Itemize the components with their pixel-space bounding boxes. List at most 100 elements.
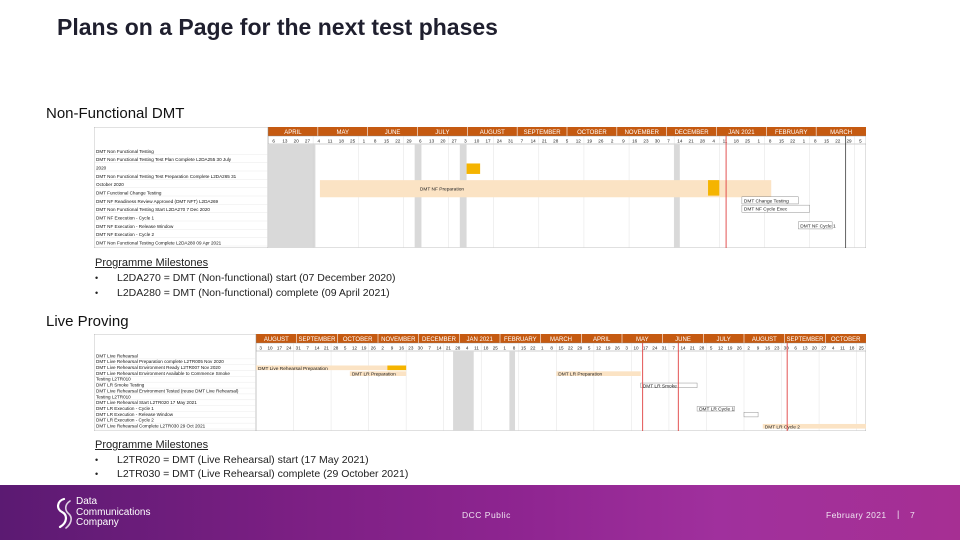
- gantt-week-label: 21: [689, 138, 695, 143]
- gantt-task-label: DMT Non Functional Testing Start L2DA270…: [96, 207, 210, 212]
- gantt-month-label: SEPTEMBER: [786, 337, 824, 343]
- gantt-task-label: DMT NF Execution - Cycle 1: [96, 216, 155, 221]
- gantt-bar-label: DMT NF Cycle 1: [800, 223, 836, 229]
- gantt-week-label: 27: [452, 138, 458, 143]
- gantt-month-label: FEBRUARY: [775, 130, 808, 136]
- gantt-week-label: 11: [723, 138, 728, 143]
- gantt-month-label: SEPTEMBER: [524, 130, 562, 136]
- gantt-week-label: 4: [317, 138, 320, 143]
- gantt-week-label: 18: [849, 345, 855, 350]
- gantt-month-label: MAY: [336, 130, 349, 136]
- gantt-week-label: 31: [662, 345, 668, 350]
- gantt-week-label: 15: [824, 138, 830, 143]
- gantt-week-label: 24: [286, 345, 292, 350]
- gantt-week-label: 26: [615, 345, 621, 350]
- gantt-task-column: [94, 127, 269, 248]
- footer-date: February 2021: [826, 510, 887, 520]
- gantt-week-label: 20: [812, 345, 818, 350]
- gantt-week-label: 22: [530, 345, 536, 350]
- gantt-bar: [319, 180, 772, 198]
- gantt-week-label: 7: [672, 345, 675, 350]
- gantt-week-label: 6: [272, 138, 275, 143]
- gantt-week-label: 7: [521, 138, 524, 143]
- gantt-week-label: 29: [847, 138, 853, 143]
- milestones-title-1: Programme Milestones: [95, 257, 209, 269]
- gantt-task-label: DMT Live Rehearsal Environment Available…: [96, 371, 230, 376]
- gantt-week-label: 2: [611, 138, 614, 143]
- gantt-week-label: 10: [268, 345, 274, 350]
- gantt-month-label: MAY: [636, 337, 649, 343]
- section-heading-live-proving: Live Proving: [46, 313, 129, 330]
- gantt-week-label: 17: [277, 345, 283, 350]
- gantt-week-label: 28: [333, 345, 339, 350]
- gantt-week-label: 22: [835, 138, 841, 143]
- gantt-week-label: 12: [352, 345, 358, 350]
- gantt-week-label: 17: [485, 138, 491, 143]
- gantt-task-label: DMT NF Execution - Release Window: [96, 224, 174, 229]
- gantt-task-label: DMT NF Execution - Cycle 2: [96, 232, 155, 237]
- footer-separator: |: [897, 509, 900, 519]
- gantt-month-label: AUGUST: [480, 130, 505, 136]
- gantt-bar: [696, 406, 735, 412]
- gantt-week-label: 8: [550, 345, 553, 350]
- gantt-task-label: DMT LR Execution - Cycle 1: [96, 406, 154, 411]
- gantt-bar: [798, 221, 833, 230]
- gantt-week-label: 26: [737, 345, 743, 350]
- gantt-bar-label: DMT LR Preparation: [352, 372, 396, 378]
- milestone-item: L2DA270 = DMT (Non-functional) start (07…: [117, 272, 396, 284]
- logo-line: Data: [76, 496, 98, 507]
- gantt-week-label: 22: [395, 138, 401, 143]
- gantt-week-label: 25: [859, 345, 865, 350]
- gantt-week-label: 24: [652, 345, 658, 350]
- gantt-week-label: 20: [294, 138, 300, 143]
- gantt-week-label: 6: [794, 345, 797, 350]
- bullet: •: [95, 273, 99, 283]
- gantt-week-label: 5: [710, 345, 713, 350]
- gantt-week-label: 12: [718, 345, 724, 350]
- gantt-task-label: DMT Non Functional Testing Test Preparat…: [96, 174, 237, 179]
- gantt-svg-non-functional: APRIL MAY JUNE JULY AUGUST SEPTEMBER OCTOBER NO…: [94, 127, 866, 248]
- gantt-week-label: 25: [745, 138, 751, 143]
- gantt-week-label: 5: [588, 345, 591, 350]
- gantt-week-label: 4: [466, 345, 469, 350]
- gantt-bar-label: DMT NF Preparation: [420, 187, 464, 193]
- gantt-week-label: 1: [363, 138, 366, 143]
- gantt-bar-label: DMT LR Smoke: [643, 383, 677, 389]
- gantt-week-label: 18: [483, 345, 489, 350]
- gantt-task-label: DMT LR Execution - Release Window: [96, 412, 174, 417]
- gantt-bar: [741, 196, 799, 205]
- gantt-task-label: DMT Live Rehearsal Environment Tested (r…: [96, 388, 239, 393]
- gantt-week-label: 8: [513, 345, 516, 350]
- section-heading-non-functional: Non-Functional DMT: [46, 105, 185, 122]
- gantt-week-label: 29: [577, 345, 583, 350]
- gantt-week-label: 31: [296, 345, 302, 350]
- gantt-month-label: JAN 2021: [728, 130, 755, 136]
- gantt-week-label: 1: [503, 345, 506, 350]
- gantt-week-label: 21: [446, 345, 452, 350]
- gantt-week-label: 9: [757, 345, 760, 350]
- gantt-week-label: 28: [699, 345, 705, 350]
- logo-line: Communications: [76, 506, 151, 518]
- gantt-week-label: 15: [779, 138, 785, 143]
- gantt-task-label: DMT Live Rehearsal Complete L2TR030 29 O…: [96, 424, 206, 429]
- gantt-week-label: 7: [667, 138, 670, 143]
- gantt-week-label: 10: [634, 345, 640, 350]
- gantt-week-label: 11: [328, 138, 333, 143]
- gantt-task-label: DMT Live Rehearsal: [96, 353, 138, 358]
- gantt-week-label: 17: [643, 345, 649, 350]
- gantt-week-label: 26: [598, 138, 604, 143]
- bullet: •: [95, 455, 99, 465]
- company-name: Data Communications Company: [76, 496, 151, 529]
- gantt-week-label: 1: [758, 138, 761, 143]
- gantt-week-label: 6: [419, 138, 422, 143]
- gantt-week-label: 27: [305, 138, 311, 143]
- gantt-bar: [708, 180, 720, 196]
- gantt-week-label: 16: [632, 138, 638, 143]
- gantt-week-label: 1: [541, 345, 544, 350]
- gantt-week-label: 25: [350, 138, 356, 143]
- gantt-bar-label: DMT Change Testing: [744, 198, 789, 204]
- gantt-week-label: 4: [832, 345, 835, 350]
- gantt-week-label: 5: [344, 345, 347, 350]
- gantt-task-label: DMT LR Execution - Cycle 2: [96, 418, 154, 423]
- gantt-week-label: 14: [436, 345, 442, 350]
